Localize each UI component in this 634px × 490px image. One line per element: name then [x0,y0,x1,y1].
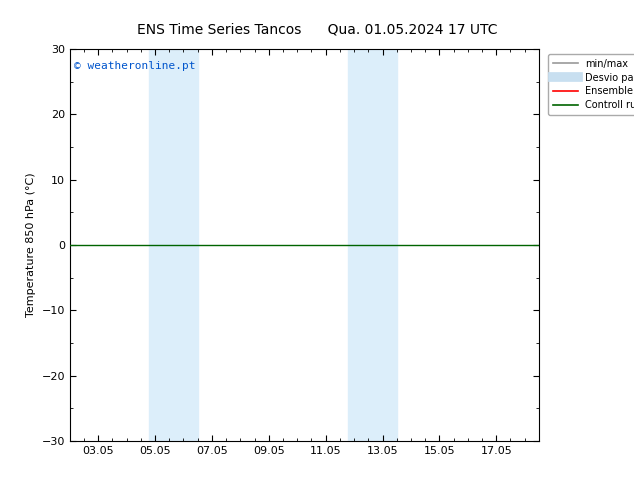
Bar [150,49,198,441]
Legend: min/max, Desvio padrão, Ensemble mean run, Controll run: min/max, Desvio padrão, Ensemble mean ru… [548,54,634,115]
Bar [349,49,397,441]
Y-axis label: Temperature 850 hPa (°C): Temperature 850 hPa (°C) [26,172,36,318]
Text: © weatheronline.pt: © weatheronline.pt [74,61,196,71]
Text: ENS Time Series Tancos      Qua. 01.05.2024 17 UTC: ENS Time Series Tancos Qua. 01.05.2024 1… [137,23,497,36]
